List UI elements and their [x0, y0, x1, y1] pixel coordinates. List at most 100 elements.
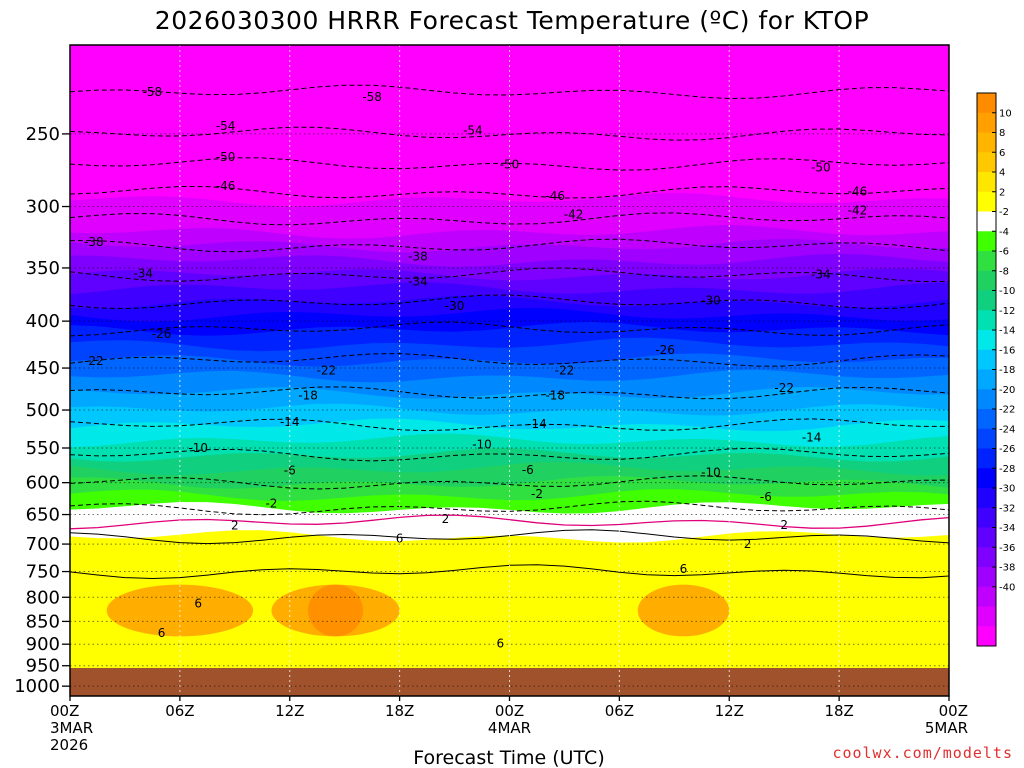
y-axis-ticks: 2503003504004505005506006507007508008509…	[14, 124, 70, 697]
isotherm-line	[70, 126, 949, 141]
x-tick-date: 5MAR	[925, 719, 968, 737]
colorbar-label: 6	[999, 148, 1005, 159]
colorbar-label: -32	[999, 503, 1015, 514]
isotherm-label: 2	[744, 537, 752, 551]
isotherm-label: -22	[317, 364, 337, 378]
colorbar-label: -34	[999, 523, 1015, 534]
isotherm-labels: -58 -58 -54 -54 -50 -50 -50 -46 -46 -46 -42 -42 -38 -…	[84, 85, 868, 650]
y-tick-label: 850	[26, 611, 60, 632]
colorbar-swatch	[977, 507, 996, 528]
colorbar-label: -16	[999, 345, 1015, 356]
y-tick-label: 350	[26, 258, 60, 279]
isotherm-label: 6	[680, 562, 688, 576]
colorbar-swatch	[977, 270, 996, 291]
colorbar-label: -36	[999, 543, 1015, 554]
isotherm-line	[70, 212, 949, 226]
x-tick-label: 06Z	[605, 702, 634, 720]
isotherm-label: 6	[497, 636, 505, 650]
colorbar-label: -28	[999, 464, 1015, 475]
isotherm-label: -42	[564, 207, 584, 221]
isotherm-label: -26	[655, 343, 675, 357]
colorbar-label: -10	[999, 286, 1015, 297]
isotherm-label: -10	[701, 466, 721, 480]
isotherm-label: -46	[545, 189, 565, 203]
isotherm-label: -22	[555, 364, 575, 378]
x-tick-label: 06Z	[165, 702, 194, 720]
colorbar-label: -8	[999, 266, 1009, 277]
isotherm-label: -10	[188, 441, 208, 455]
y-tick-label: 450	[26, 358, 60, 379]
isotherm-label: -38	[408, 249, 428, 263]
isotherm-label: -30	[445, 299, 465, 313]
isotherm-label: 2	[442, 512, 450, 526]
x-tick-label: 12Z	[715, 702, 744, 720]
isotherm-label: -54	[463, 124, 483, 138]
isotherm-label: -22	[84, 354, 104, 368]
colorbar-label: -18	[999, 365, 1015, 376]
isotherm-label: -50	[216, 150, 236, 164]
colorbar-swatch	[977, 606, 996, 627]
colorbar-label: -30	[999, 484, 1015, 495]
x-tick-label: 00Z	[495, 702, 524, 720]
colorbar-label: 2	[999, 187, 1005, 198]
isotherm-label: -14	[527, 417, 547, 431]
colorbar-swatch	[977, 547, 996, 568]
freezing-line	[70, 514, 949, 530]
y-tick-label: 750	[26, 562, 60, 583]
colorbar-label: -2	[999, 207, 1009, 218]
x-tick-label: 18Z	[824, 702, 853, 720]
y-tick-label: 900	[26, 634, 60, 655]
colorbar-swatch	[977, 369, 996, 390]
isotherm-line	[70, 353, 949, 367]
colorbar-swatch	[977, 586, 996, 607]
isotherm-label: -10	[472, 437, 492, 451]
isotherm-label: -54	[216, 119, 236, 133]
colorbar-label: 10	[999, 108, 1012, 119]
isotherm-label: -2	[265, 496, 277, 510]
warm-pocket	[308, 584, 363, 637]
colorbar-label: -22	[999, 405, 1015, 416]
colorbar-swatch	[977, 349, 996, 370]
isotherm-line	[70, 157, 949, 171]
colorbar-swatch	[977, 330, 996, 351]
y-tick-label: 1000	[14, 676, 60, 697]
colorbar-swatch	[977, 172, 996, 193]
chart-title: 2026030300 HRRR Forecast Temperature (ºC…	[155, 6, 869, 35]
colorbar-swatch	[977, 409, 996, 430]
isotherm-label: -50	[500, 158, 520, 172]
isotherm-label: -6	[760, 490, 772, 504]
y-tick-label: 600	[26, 473, 60, 494]
colorbar-label: -26	[999, 444, 1015, 455]
colorbar-label: -6	[999, 247, 1009, 258]
y-tick-label: 300	[26, 197, 60, 218]
colorbar-swatch	[977, 211, 996, 232]
colorbar-swatch	[977, 152, 996, 173]
isotherm-line	[70, 185, 949, 199]
colorbar-swatch	[977, 428, 996, 449]
isotherm-label: -2	[531, 487, 543, 501]
x-tick-label: 18Z	[385, 702, 414, 720]
isotherm-label: 6	[158, 626, 166, 640]
isotherm-line	[70, 447, 949, 462]
isotherm-label: -22	[774, 381, 794, 395]
colorbar-swatch	[977, 290, 996, 311]
x-tick-label: 00Z	[50, 702, 79, 720]
colorbar-label: -40	[999, 582, 1015, 593]
colorbar-swatch	[977, 389, 996, 410]
x-axis-label: Forecast Time (UTC)	[413, 747, 604, 768]
isotherm-line	[70, 238, 949, 253]
isotherm-label: -26	[152, 327, 172, 341]
isotherm-label: 6	[194, 597, 202, 611]
y-tick-label: 800	[26, 587, 60, 608]
colorbar-swatch	[977, 626, 996, 647]
isotherm-lines	[70, 84, 949, 580]
colorbar-swatch	[977, 132, 996, 153]
colorbar-swatch	[977, 310, 996, 331]
isotherm-label: -46	[848, 185, 868, 199]
isotherm-label: -14	[802, 431, 822, 445]
x-tick-label: 12Z	[275, 702, 304, 720]
colorbar-label: 8	[999, 128, 1005, 139]
colorbar-swatch	[977, 527, 996, 548]
